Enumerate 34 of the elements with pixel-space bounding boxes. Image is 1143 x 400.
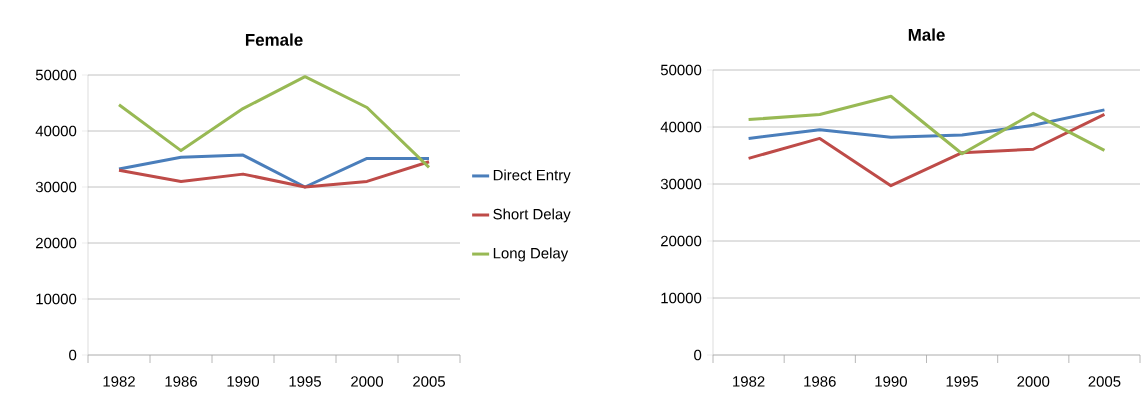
x-tick-label: 2000	[1017, 376, 1050, 387]
x-tick-label: 1982	[733, 376, 765, 387]
y-tick-label: 10000	[36, 293, 77, 305]
chart-title: Female	[245, 33, 303, 46]
y-tick-label: 30000	[35, 181, 77, 193]
y-tick-label: 20000	[36, 237, 77, 249]
line-series	[747, 108, 1106, 140]
legend-label: Short Delay	[493, 208, 571, 223]
chart-title: Male	[908, 28, 945, 41]
x-tick-label: 1986	[804, 376, 836, 387]
line-series	[117, 75, 431, 169]
x-tick-label: 1986	[165, 376, 197, 387]
y-tick-label: 50000	[35, 69, 77, 81]
x-tick-label: 1995	[946, 376, 979, 387]
x-tick-label: 2005	[413, 376, 445, 387]
line-series	[117, 160, 431, 189]
legend-label: Long Delay	[493, 247, 569, 262]
y-tick-label: 0	[694, 349, 702, 361]
x-tick-label: 1990	[875, 376, 907, 387]
y-tick-label: 0	[69, 349, 77, 361]
line-series	[747, 94, 1106, 156]
y-tick-label: 40000	[35, 125, 77, 137]
y-tick-label: 40000	[660, 121, 702, 133]
y-tick-label: 30000	[660, 178, 702, 190]
line-series	[747, 112, 1106, 188]
x-tick-label: 1990	[227, 376, 260, 387]
y-tick-label: 50000	[660, 64, 702, 76]
x-tick-label: 2005	[1088, 376, 1121, 387]
x-tick-label: 1982	[103, 376, 135, 387]
x-tick-label: 2000	[351, 376, 384, 387]
x-tick-label: 1995	[289, 376, 321, 387]
y-tick-label: 20000	[661, 235, 702, 247]
y-tick-label: 10000	[661, 292, 702, 304]
legend-label: Direct Entry	[493, 169, 571, 184]
